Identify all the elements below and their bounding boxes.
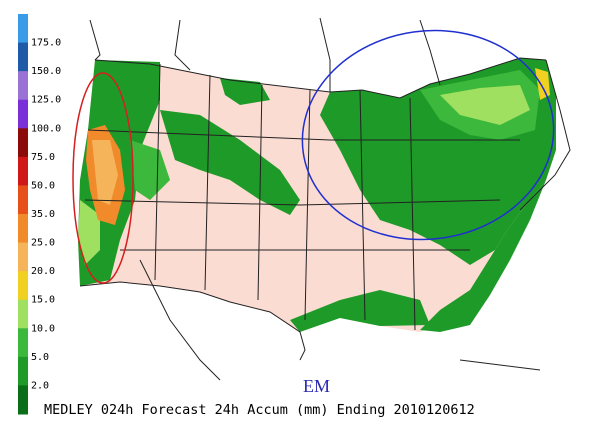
colorbar-label: 100.0 bbox=[31, 123, 61, 134]
colorbar-label: 50.0 bbox=[31, 180, 55, 191]
colorbar-swatch bbox=[18, 328, 28, 358]
colorbar-swatch bbox=[18, 271, 28, 301]
colorbar-label: 35.0 bbox=[31, 209, 55, 220]
colorbar-swatch bbox=[18, 356, 28, 386]
colorbar-swatch bbox=[18, 385, 28, 415]
footer: MEDLEY 024h Forecast 24h Accum (mm) Endi… bbox=[44, 402, 475, 418]
colorbar-label: 15.0 bbox=[31, 295, 55, 306]
colorbar: 175.0 150.0 125.0 100.0 75.0 50.0 35.0 25.0 20.0… bbox=[18, 14, 61, 415]
colorbar-label: 25.0 bbox=[31, 238, 55, 249]
colorbar-label: 150.0 bbox=[31, 66, 61, 77]
colorbar-swatch bbox=[18, 71, 28, 101]
colorbar-label: 75.0 bbox=[31, 152, 55, 163]
colorbar-swatch bbox=[18, 214, 28, 244]
colorbar-swatch bbox=[18, 14, 28, 44]
colorbar-swatch bbox=[18, 156, 28, 186]
colorbar-swatch bbox=[18, 99, 28, 129]
precip-yellow-ne bbox=[535, 68, 550, 100]
colorbar-label: 5.0 bbox=[31, 352, 49, 363]
highlight-west bbox=[72, 72, 134, 284]
precip-pale-green bbox=[78, 85, 530, 265]
colorbar-label: 125.0 bbox=[31, 95, 61, 106]
colorbar-label: 2.0 bbox=[31, 380, 49, 391]
highlight-northeast bbox=[301, 29, 555, 241]
colorbar-swatch bbox=[18, 42, 28, 72]
colorbar-label: 20.0 bbox=[31, 266, 55, 277]
colorbar-label: 175.0 bbox=[31, 38, 61, 49]
annotation: EM bbox=[303, 376, 330, 396]
colorbar-label: 10.0 bbox=[31, 323, 55, 334]
boundaries bbox=[79, 17, 571, 381]
precip-yellow bbox=[92, 140, 118, 205]
colorbar-swatch bbox=[18, 128, 28, 158]
colorbar-swatch bbox=[18, 242, 28, 272]
colorbar-swatch bbox=[18, 185, 28, 215]
colorbar-swatch bbox=[18, 299, 28, 329]
map bbox=[72, 17, 571, 381]
